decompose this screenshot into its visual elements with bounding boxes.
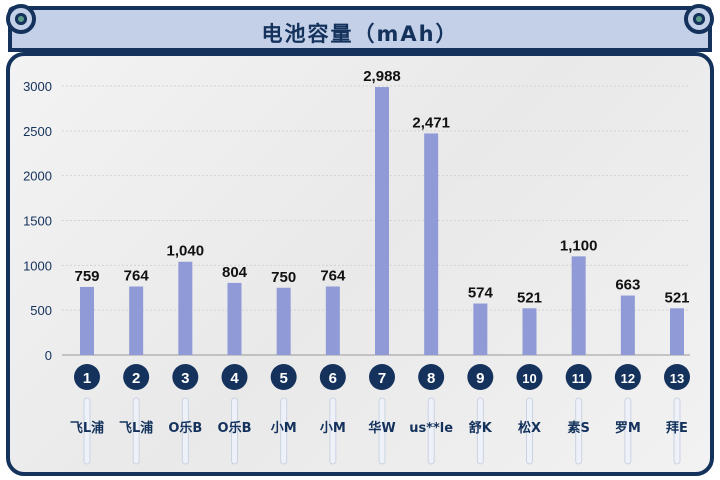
index-number: 8	[427, 370, 435, 387]
category-label: 小M	[271, 421, 297, 436]
y-tick-label: 1500	[23, 214, 52, 229]
index-badge	[516, 364, 543, 390]
index-number: 11	[572, 371, 586, 386]
data-label: 2,471	[412, 114, 450, 131]
toothbrush-icon	[280, 397, 288, 465]
toothbrush-icon	[427, 397, 435, 465]
bar	[325, 286, 340, 355]
data-label: 2,988	[363, 68, 401, 85]
data-label: 764	[124, 267, 150, 284]
category-label: O乐B	[168, 420, 202, 436]
index-badge	[221, 364, 248, 390]
bar	[670, 308, 684, 355]
chart-title: 电池容量（mAh）	[261, 22, 459, 46]
index-badge	[123, 364, 150, 390]
index-number: 6	[329, 370, 337, 387]
category-label: us**le	[409, 421, 453, 436]
index-number: 7	[378, 370, 386, 387]
category-label: O乐B	[218, 420, 252, 436]
category-label: 飞L浦	[70, 420, 104, 436]
bar	[80, 286, 94, 355]
data-label: 764	[320, 267, 346, 284]
category-label: 松X	[518, 420, 541, 436]
y-tick-label: 500	[30, 303, 52, 318]
bar	[571, 256, 586, 355]
title-bar: 电池容量（mAh）	[8, 6, 712, 52]
index-number: 12	[621, 371, 635, 386]
bar	[620, 295, 635, 355]
chart-panel	[6, 52, 714, 476]
category-label: 小M	[320, 421, 346, 436]
data-label: 750	[271, 269, 296, 286]
toothbrush-icon	[231, 397, 238, 465]
bar	[276, 287, 291, 355]
y-tick-label: 3000	[23, 79, 52, 94]
toothbrush-icon	[476, 397, 484, 465]
category-label: 罗M	[615, 421, 641, 436]
y-tick-label: 0	[45, 348, 52, 363]
index-number: 10	[522, 371, 536, 386]
bar	[129, 286, 144, 355]
y-tick-label: 2000	[23, 169, 52, 184]
toothbrush-icon	[378, 397, 386, 465]
decorative-knob-left	[6, 4, 36, 34]
toothbrush-icon	[132, 397, 140, 465]
index-number: 4	[230, 370, 239, 387]
index-number: 2	[132, 370, 140, 387]
data-label: 1,100	[560, 237, 598, 254]
index-badge	[664, 364, 690, 390]
category-label: 素S	[567, 420, 589, 436]
bar	[227, 282, 242, 355]
index-number: 9	[476, 370, 484, 387]
index-badge	[74, 364, 100, 390]
data-label: 663	[615, 277, 640, 294]
index-number: 1	[83, 370, 91, 387]
data-label: 759	[74, 268, 99, 285]
index-badge	[614, 364, 641, 390]
data-label: 804	[222, 264, 248, 281]
category-label: 拜E	[666, 420, 688, 436]
index-badge	[319, 364, 346, 390]
bar	[178, 261, 193, 355]
category-label: 华W	[368, 420, 395, 436]
index-badge	[418, 364, 445, 390]
data-label: 521	[517, 289, 542, 306]
y-tick-label: 2500	[23, 124, 52, 139]
bar	[424, 133, 439, 355]
toothbrush-icon	[181, 397, 189, 465]
index-number: 3	[181, 370, 189, 387]
data-label: 574	[468, 285, 494, 302]
bar	[375, 87, 389, 356]
index-badge	[270, 364, 297, 390]
category-label: 飞L浦	[119, 420, 153, 436]
index-badge	[172, 364, 199, 390]
y-tick-label: 1000	[23, 258, 52, 273]
toothbrush-icon	[673, 397, 681, 465]
index-badge	[467, 364, 494, 390]
bar	[473, 303, 488, 355]
toothbrush-icon	[526, 397, 533, 465]
index-number: 5	[279, 370, 287, 387]
index-number: 13	[670, 371, 684, 386]
decorative-knob-right	[684, 4, 714, 34]
toothbrush-icon	[329, 397, 337, 465]
toothbrush-icon	[624, 397, 632, 465]
bar	[522, 308, 537, 355]
category-label: 舒K	[469, 420, 493, 436]
index-badge	[369, 364, 395, 390]
toothbrush-icon	[83, 397, 91, 465]
data-label: 521	[664, 289, 689, 306]
data-label: 1,040	[167, 243, 205, 260]
index-badge	[565, 364, 592, 390]
toothbrush-icon	[575, 397, 583, 465]
